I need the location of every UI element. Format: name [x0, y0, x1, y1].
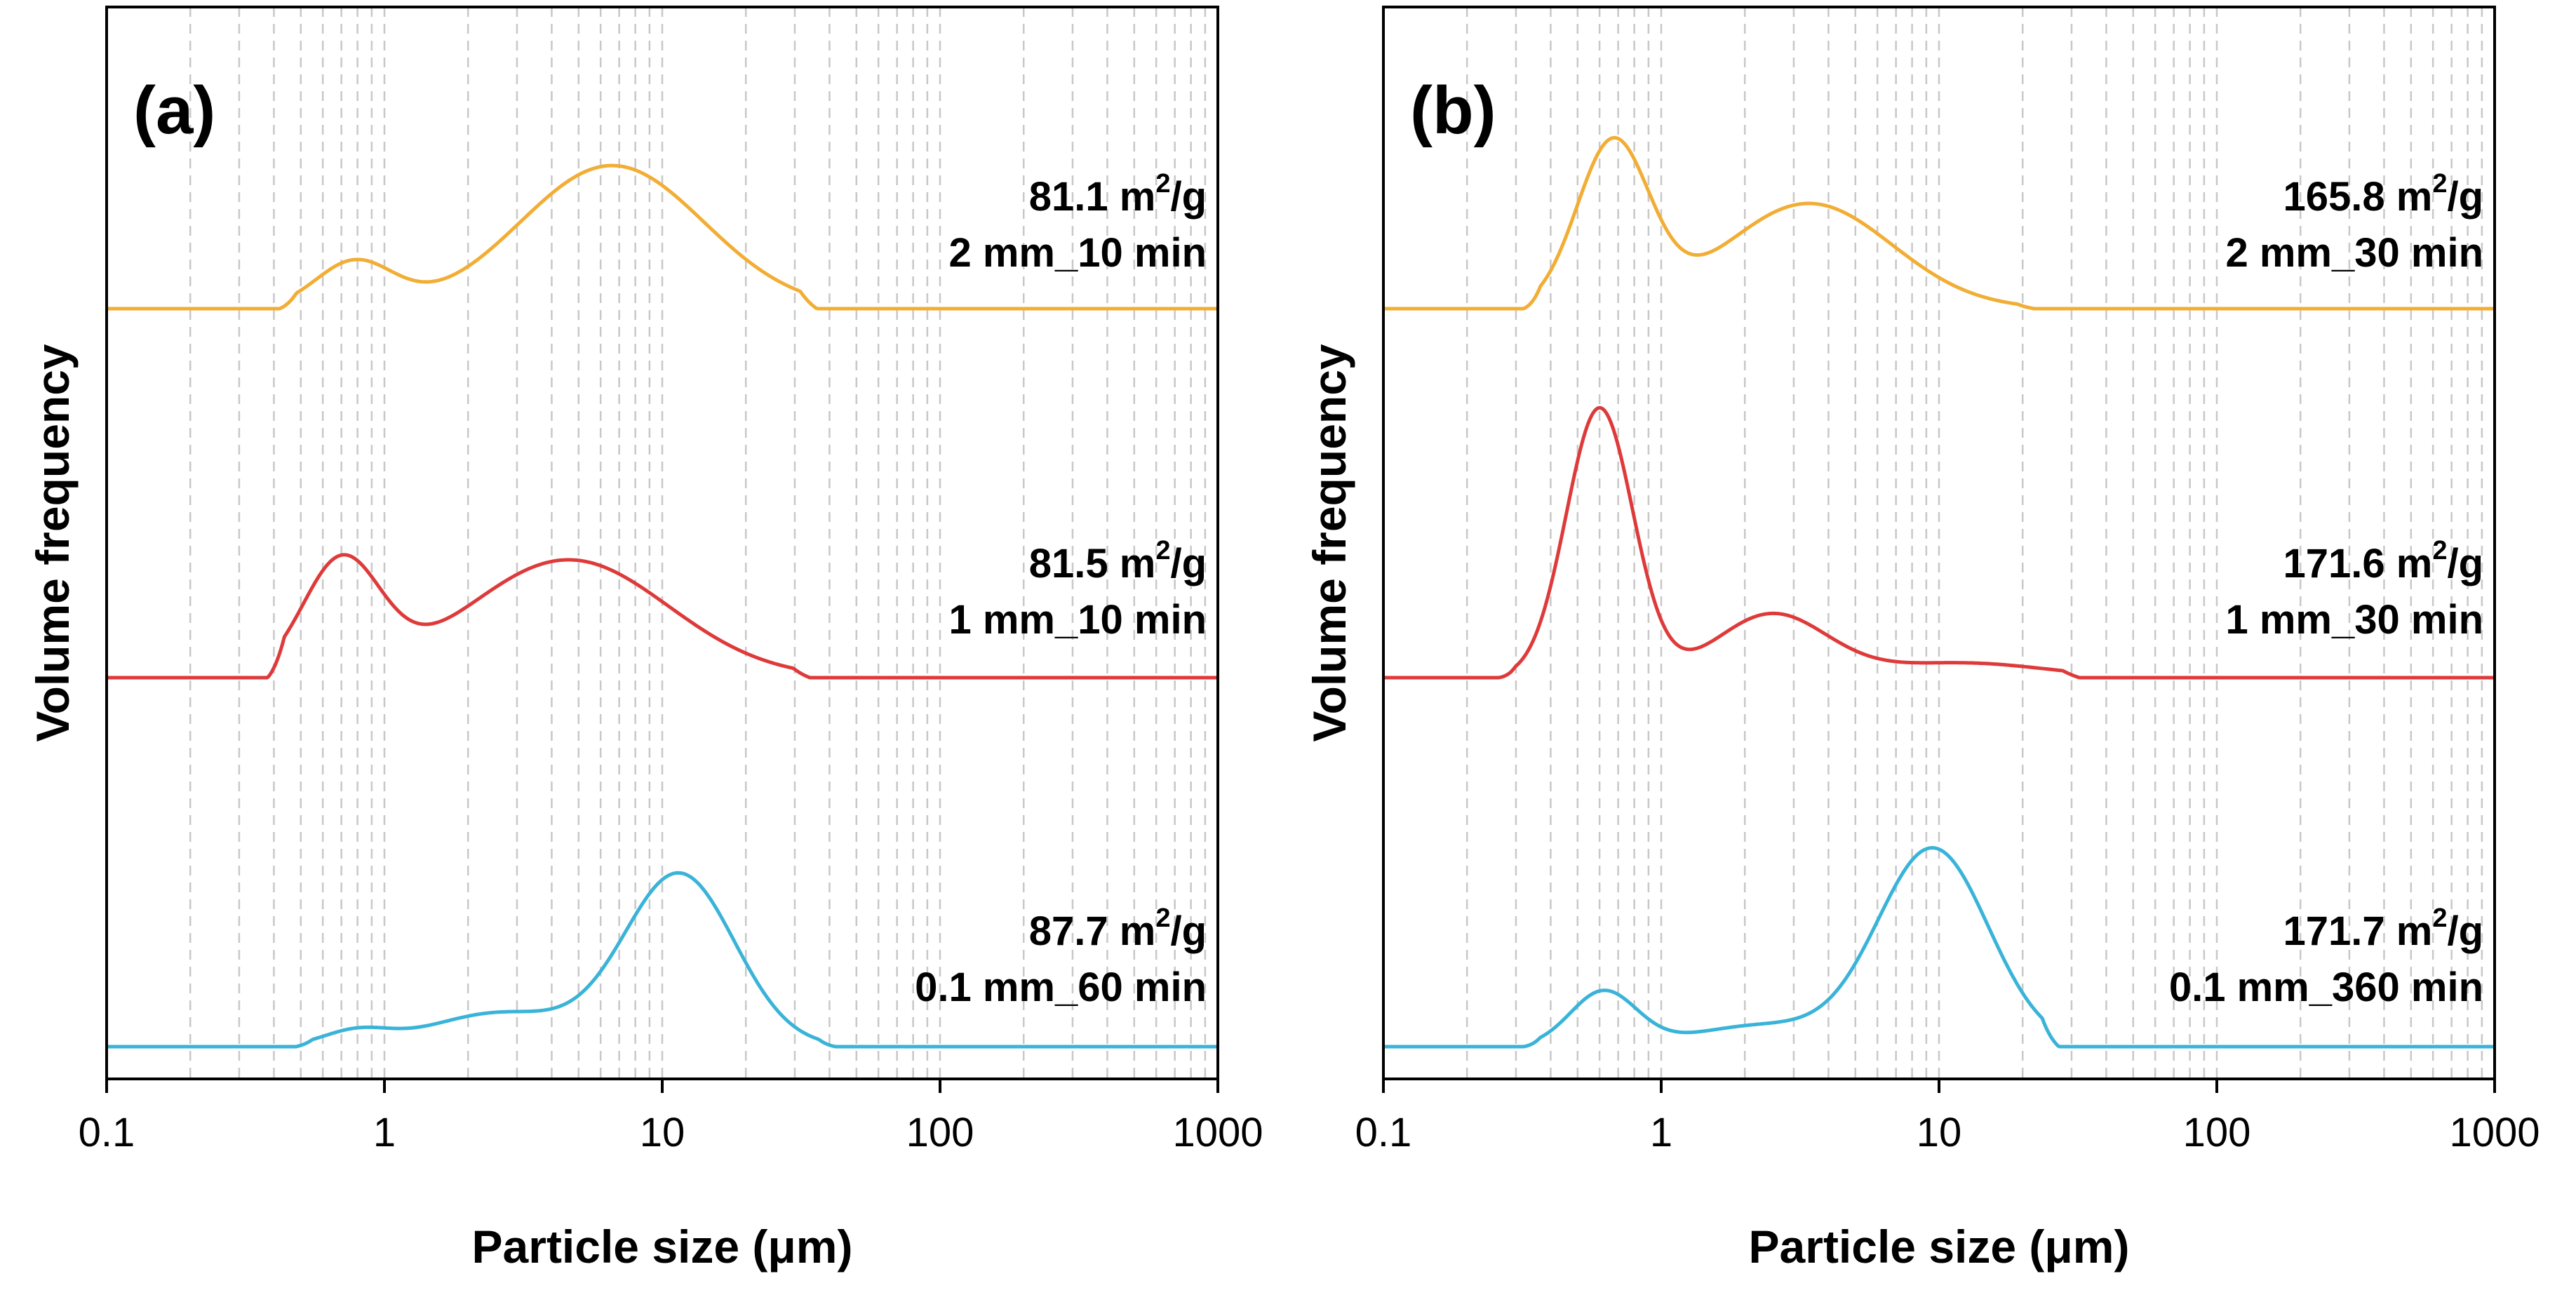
- panel-a: 0.1 1 10 100 1000 (a) Particle size (μm) Vol…: [27, 6, 1263, 1273]
- surface-area-label: 165.8 m2/g: [2283, 169, 2483, 220]
- condition-label: 1 mm_10 min: [948, 597, 1207, 643]
- series-line-b-2: [1383, 405, 2495, 680]
- curves-a: [106, 163, 1219, 1049]
- surface-area-label: 81.5 m2/g: [1029, 536, 1207, 586]
- x-ticks-a: 0.1 1 10 100 1000: [79, 1079, 1263, 1155]
- condition-label: 0.1 mm_360 min: [2169, 965, 2483, 1010]
- series-line-b-1: [1383, 135, 2495, 311]
- annotations-a: 81.1 m2/g 2 mm_10 min 81.5 m2/g 1 mm_10 min…: [915, 169, 1207, 1010]
- condition-label: 0.1 mm_60 min: [915, 965, 1207, 1010]
- series-line-a-1: [106, 163, 1219, 311]
- panel-label-b: (b): [1410, 73, 1496, 148]
- y-axis-title-a: Volume frequency: [27, 344, 79, 742]
- x-tick-label: 1: [373, 1110, 396, 1155]
- condition-label: 2 mm_10 min: [948, 230, 1207, 276]
- x-tick-label: 0.1: [1355, 1110, 1412, 1155]
- x-tick-label: 0.1: [79, 1110, 135, 1155]
- annotations-b: 165.8 m2/g 2 mm_30 min 171.6 m2/g 1 mm_30 m…: [2169, 169, 2483, 1010]
- panel-label-a: (a): [133, 73, 215, 148]
- y-axis-title-b: Volume frequency: [1303, 344, 1355, 742]
- x-axis-title-a: Particle size (μm): [472, 1221, 853, 1273]
- condition-label: 1 mm_30 min: [2225, 597, 2483, 643]
- surface-area-label: 81.1 m2/g: [1029, 169, 1207, 220]
- x-tick-label: 10: [640, 1110, 685, 1155]
- x-tick-label: 1000: [2449, 1110, 2540, 1155]
- x-tick-label: 100: [2183, 1110, 2251, 1155]
- series-line-a-3: [106, 871, 1219, 1049]
- x-tick-label: 100: [906, 1110, 974, 1155]
- x-tick-label: 1000: [1172, 1110, 1263, 1155]
- panel-b: 0.1 1 10 100 1000 (b) Particle size (μm) Vol…: [1303, 6, 2540, 1273]
- surface-area-label: 87.7 m2/g: [1029, 904, 1207, 954]
- x-tick-label: 1: [1650, 1110, 1672, 1155]
- surface-area-label: 171.7 m2/g: [2283, 904, 2483, 954]
- x-tick-label: 10: [1917, 1110, 1962, 1155]
- grid-lines-b: [1465, 7, 2483, 1079]
- grid-lines-a: [189, 7, 1207, 1079]
- surface-area-label: 171.6 m2/g: [2283, 536, 2483, 586]
- x-ticks-b: 0.1 1 10 100 1000: [1355, 1079, 2540, 1155]
- series-line-a-2: [106, 553, 1219, 680]
- curves-b: [1383, 135, 2495, 1049]
- series-line-b-3: [1383, 846, 2495, 1049]
- condition-label: 2 mm_30 min: [2225, 230, 2483, 276]
- x-axis-title-b: Particle size (μm): [1749, 1221, 2130, 1273]
